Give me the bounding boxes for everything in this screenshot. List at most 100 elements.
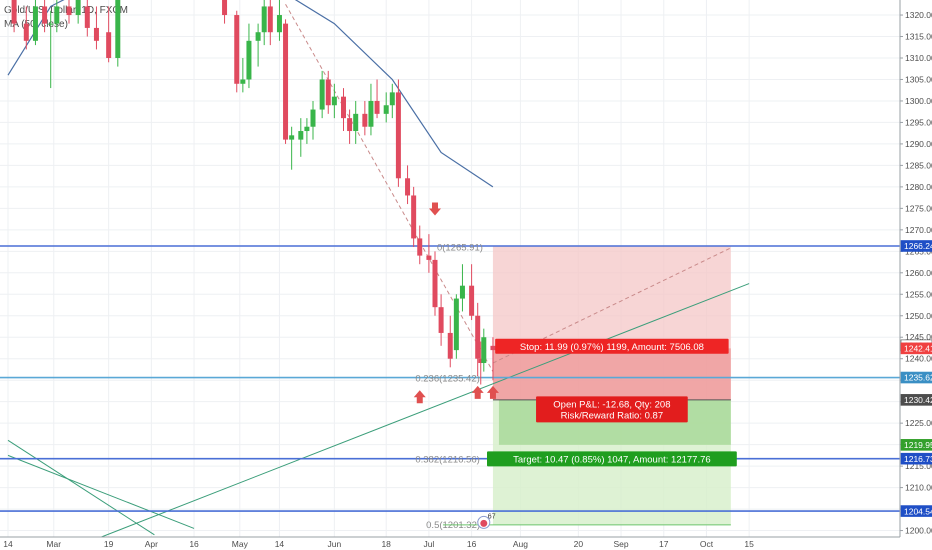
y-tick-label: 1315.00: [905, 32, 932, 42]
candle-body: [48, 23, 54, 25]
position-labels: Stop: 11.99 (0.97%) 1199, Amount: 7506.0…: [477, 338, 737, 529]
candle-body: [289, 135, 295, 140]
x-tick-label: 16: [189, 539, 199, 549]
candle-body: [115, 0, 121, 58]
candle-body: [261, 6, 267, 33]
y-tick-label: 1210.00: [905, 483, 932, 493]
candle-body: [368, 100, 374, 127]
candle-body: [481, 337, 487, 364]
candle-body: [347, 118, 353, 132]
candle-body: [66, 6, 72, 16]
y-tick-label: 1255.00: [905, 289, 932, 299]
price-tag-label: 1266.24: [904, 241, 932, 251]
candle-body: [383, 105, 389, 114]
target-label-text: Target: 10.47 (0.85%) 1047, Amount: 1217…: [513, 454, 711, 465]
candle-body: [276, 15, 282, 33]
y-tick-label: 1245.00: [905, 332, 932, 342]
y-tick-label: 1250.00: [905, 311, 932, 321]
y-tick-label: 1305.00: [905, 74, 932, 84]
price-tag-label: 1216.73: [904, 454, 932, 464]
x-tick-label: 16: [467, 539, 477, 549]
candle-body: [475, 315, 481, 359]
candle-body: [353, 113, 359, 132]
price-tag: [900, 394, 932, 406]
y-tick-label: 1280.00: [905, 182, 932, 192]
x-axis-bg: [0, 537, 932, 550]
candle-body: [319, 79, 325, 110]
candle-body: [106, 32, 112, 58]
stop-label-box: [495, 338, 729, 354]
x-tick-label: May: [232, 539, 249, 549]
candle-body: [234, 15, 240, 84]
x-tick-label: 15: [744, 539, 754, 549]
horizontal-levels[interactable]: [0, 245, 900, 512]
candle-body: [93, 27, 99, 41]
price-tag: [900, 452, 932, 465]
candle-body: [447, 332, 453, 359]
candle-body: [459, 285, 465, 299]
price-tag: [900, 505, 932, 517]
price-tag: [900, 342, 932, 355]
candle-body: [75, 0, 81, 16]
candle-body: [32, 6, 38, 41]
fib-label: 0.382(1216.56): [415, 454, 479, 465]
event-badge-dot: [480, 519, 488, 527]
arrow-marker: [413, 390, 426, 404]
stop-loss-zone: [492, 348, 731, 400]
candle-body: [405, 178, 411, 196]
price-tag: [900, 240, 932, 252]
price-tag-label: 1230.42: [904, 395, 932, 405]
arrow-marker: [486, 385, 499, 399]
candle-body: [432, 259, 438, 308]
arrow-marker: [471, 385, 484, 399]
candle-body: [374, 100, 380, 114]
trendline: [285, 4, 494, 372]
candle-body: [362, 113, 368, 127]
price-tag-label: 1219.95: [904, 440, 932, 450]
y-tick-label: 1200.00: [905, 526, 932, 536]
y-tick-label: 1260.00: [905, 268, 932, 278]
candle-body: [298, 131, 304, 140]
x-tick-label: Aug: [513, 539, 528, 549]
candle-body: [490, 345, 496, 351]
x-tick-label: 14: [3, 539, 13, 549]
y-tick-label: 1275.00: [905, 203, 932, 213]
candle-body: [42, 6, 48, 24]
candle-body: [255, 32, 261, 41]
price-tag: [900, 439, 932, 451]
candle-body: [341, 96, 346, 119]
position-zones: [492, 245, 731, 525]
candle-body: [331, 96, 337, 106]
x-tick-label: 17: [659, 539, 669, 549]
y-tick-label: 1300.00: [905, 96, 932, 106]
chart-title: Gold/U.S. Dollar, 1D, FXCM: [4, 5, 128, 16]
y-tick-label: 1310.00: [905, 53, 932, 63]
candle-body: [222, 0, 228, 16]
y-tick-label: 1240.00: [905, 354, 932, 364]
x-tick-label: Oct: [700, 539, 714, 549]
y-tick-label: 1320.00: [905, 10, 932, 20]
candle-body: [469, 285, 475, 316]
price-tag: [900, 371, 932, 384]
x-tick-label: Jul: [423, 539, 434, 549]
ma-line: [7, 0, 494, 188]
arrow-marker: [429, 202, 441, 216]
arrows: [413, 202, 499, 404]
target-label-box: [487, 451, 737, 467]
y-tick-label: 1270.00: [905, 225, 932, 235]
candle-body: [283, 23, 289, 140]
price-tag-label: 1242.41: [904, 344, 932, 354]
candle-body: [246, 40, 252, 80]
y-tick-label: 1290.00: [905, 139, 932, 149]
x-tick-label: 14: [275, 539, 285, 549]
candle-body: [417, 238, 423, 256]
price-tag-label: 1235.62: [904, 373, 932, 383]
candle-body: [11, 0, 17, 24]
event-badge-count: 67: [488, 513, 496, 520]
candle-body: [453, 298, 459, 351]
y-tick-label: 1295.00: [905, 117, 932, 127]
candle-body: [325, 79, 331, 106]
candle-body: [389, 92, 395, 106]
